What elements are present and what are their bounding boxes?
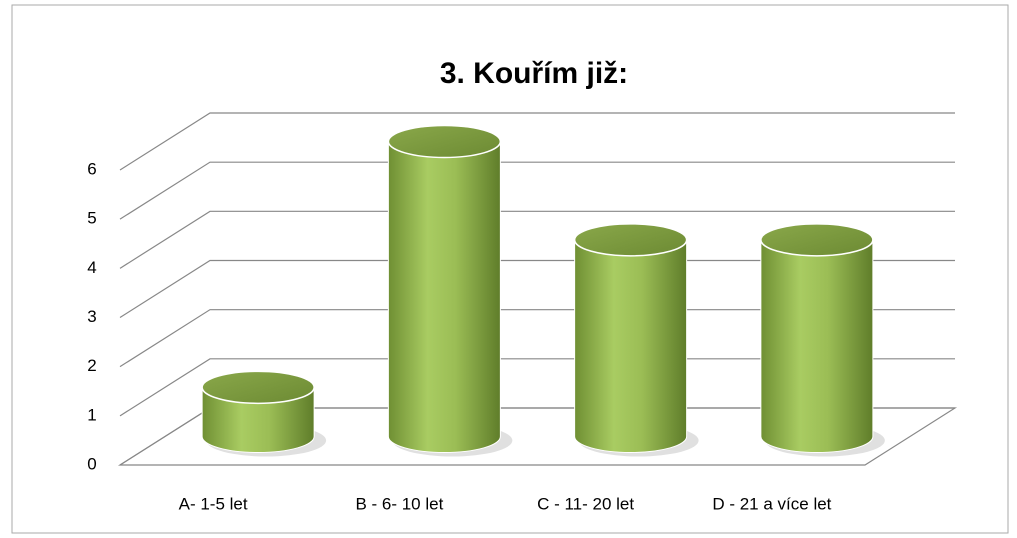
y-tick-label: 5 <box>87 209 96 228</box>
y-tick-label: 0 <box>87 454 96 473</box>
bar <box>574 223 688 453</box>
grid-line <box>119 259 955 319</box>
y-tick-label: 3 <box>87 307 96 326</box>
x-tick-label: B - 6- 10 let <box>355 494 443 513</box>
cylinder-top <box>573 223 688 257</box>
y-tick-label: 4 <box>87 258 96 277</box>
y-tick-label: 1 <box>87 405 96 424</box>
chart-title: 3. Kouřím již: <box>440 57 628 90</box>
x-tick-label: A- 1-5 let <box>179 494 248 513</box>
grid-line <box>119 210 955 269</box>
bar <box>387 125 501 453</box>
x-tick-label: D - 21 a více let <box>712 494 831 513</box>
grid-line <box>119 112 955 171</box>
grid-line <box>119 309 955 368</box>
bar <box>760 223 874 453</box>
y-tick-label: 2 <box>87 356 96 375</box>
y-tick-label: 6 <box>87 159 96 178</box>
cylinder-top <box>201 370 315 405</box>
cylinder-top <box>387 124 502 159</box>
cylinder-top <box>760 223 874 257</box>
grid-line <box>119 358 955 417</box>
grid-line <box>119 161 955 220</box>
x-tick-label: C - 11- 20 let <box>537 494 634 513</box>
